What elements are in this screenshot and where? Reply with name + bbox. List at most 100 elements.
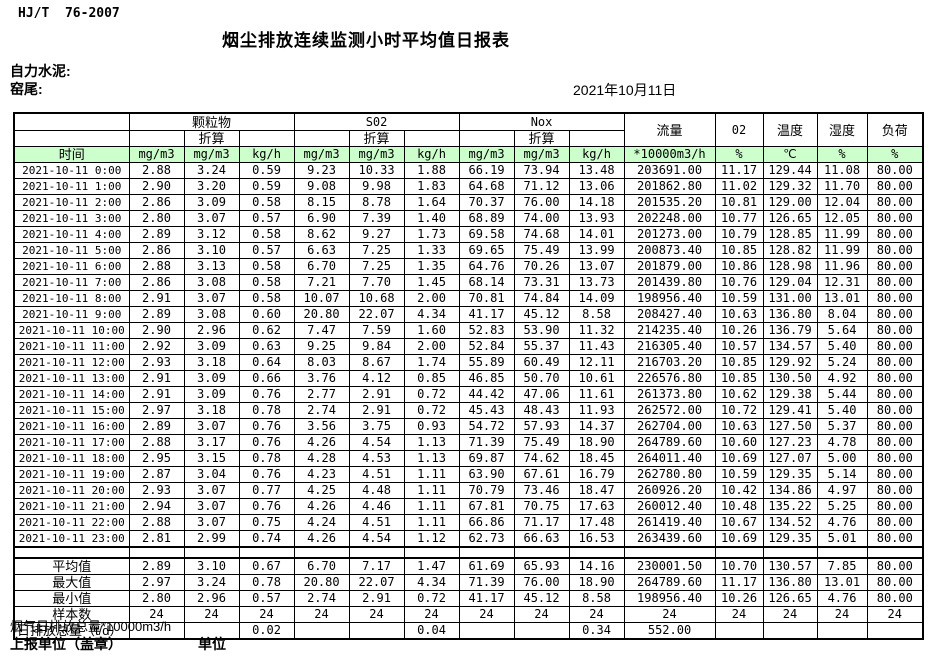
table-cell: 1.11: [403, 514, 460, 531]
table-cell: 4.23: [293, 466, 350, 483]
table-cell: 22.07: [348, 574, 405, 591]
table-cell: 2.89: [128, 557, 185, 575]
table-cell: 8.62: [293, 226, 350, 243]
table-cell: 70.81: [458, 290, 515, 307]
summary-label: 最小值: [13, 590, 130, 607]
table-cell: 8.58: [568, 306, 625, 323]
unit-cell: mg/m3: [293, 146, 350, 163]
table-cell: 127.50: [762, 418, 818, 435]
table-cell: 4.78: [816, 434, 868, 451]
table-cell: 261373.80: [623, 386, 716, 403]
summary-label: 样本数: [13, 606, 130, 623]
table-cell: 10.70: [714, 557, 764, 575]
table-cell: 80.00: [866, 354, 924, 371]
table-cell: 11.99: [816, 226, 868, 243]
table-cell: 129.92: [762, 354, 818, 371]
table-cell: 14.01: [568, 226, 625, 243]
table-cell: 80.00: [866, 530, 924, 548]
table-cell: 55.89: [458, 354, 515, 371]
table-cell: 13.01: [816, 574, 868, 591]
table-cell: 80.00: [866, 370, 924, 387]
table-cell: 52.84: [458, 338, 515, 355]
table-cell: 3.09: [183, 370, 240, 387]
table-cell: 0.85: [403, 370, 460, 387]
table-cell: 24: [714, 606, 764, 623]
table-cell: 80.00: [866, 498, 924, 515]
table-cell: 10.26: [714, 322, 764, 339]
unit-cell: kg/h: [238, 146, 295, 163]
table-cell: 67.81: [458, 498, 515, 515]
empty-cell: [513, 546, 570, 559]
table-cell: 264789.60: [623, 434, 716, 451]
table-cell: 16.79: [568, 466, 625, 483]
table-cell: 261419.40: [623, 514, 716, 531]
table-cell: 1.13: [403, 434, 460, 451]
units-header-row: 时间 mg/m3 mg/m3 kg/h mg/m3 mg/m3 kg/h mg/…: [13, 146, 924, 163]
table-cell: 66.63: [513, 530, 570, 548]
table-cell: 11.32: [568, 322, 625, 339]
table-cell: 3.24: [183, 574, 240, 591]
table-cell: 11.99: [816, 242, 868, 259]
table-cell: 2.97: [128, 402, 185, 419]
table-cell: 7.25: [348, 258, 405, 275]
table-cell: 2.91: [348, 386, 405, 403]
table-cell: 53.90: [513, 322, 570, 339]
table-cell: 552.00: [623, 622, 716, 640]
time-cell: 2021-10-11 7:00: [13, 274, 130, 291]
table-cell: 3.13: [183, 258, 240, 275]
empty-cell: [458, 546, 515, 559]
table-cell: 0.78: [238, 402, 295, 419]
table-cell: 11.43: [568, 338, 625, 355]
table-cell: 11.96: [816, 258, 868, 275]
table-cell: 0.76: [238, 498, 295, 515]
table-cell: 66.86: [458, 514, 515, 531]
table-cell: 2.91: [128, 290, 185, 307]
table-cell: 134.57: [762, 338, 818, 355]
table-cell: 10.07: [293, 290, 350, 307]
table-cell: 20.80: [293, 574, 350, 591]
table-cell: 3.08: [183, 274, 240, 291]
table-cell: 128.82: [762, 242, 818, 259]
table-cell: 3.10: [183, 557, 240, 575]
table-row: 2021-10-11 3:00 2.80 3.07 0.57 6.90 7.39 1.40 6…: [13, 210, 924, 227]
table-row: 2021-10-11 8:00 2.91 3.07 0.58 10.07 10.68 2.0…: [13, 290, 924, 307]
table-cell: 1.35: [403, 258, 460, 275]
table-cell: 24: [238, 606, 295, 623]
report-table: 颗粒物 S02 Nox 流量 02 温度 湿度 负荷 折算 折算 折算 时间 m…: [13, 112, 925, 640]
table-row: 2021-10-11 15:00 2.97 3.18 0.78 2.74 2.91 0.72…: [13, 402, 924, 419]
table-cell: 129.32: [762, 178, 818, 195]
spacer-row: [13, 546, 924, 559]
table-cell: 10.81: [714, 194, 764, 211]
table-cell: 3.07: [183, 210, 240, 227]
time-cell: 2021-10-11 2:00: [13, 194, 130, 211]
table-cell: 1.11: [403, 498, 460, 515]
table-cell: 126.65: [762, 210, 818, 227]
table-cell: 6.90: [293, 210, 350, 227]
table-cell: 130.50: [762, 370, 818, 387]
table-cell: 201879.00: [623, 258, 716, 275]
table-cell: 10.67: [714, 514, 764, 531]
time-cell: 2021-10-11 11:00: [13, 338, 130, 355]
empty-cell: [293, 546, 350, 559]
table-cell: 136.80: [762, 306, 818, 323]
table-cell: 2.96: [183, 322, 240, 339]
table-cell: 127.07: [762, 450, 818, 467]
unit-cell: %: [816, 146, 868, 163]
col-header-temperature: 温度: [762, 112, 818, 147]
table-row: 平均值 2.89 3.10 0.67 6.70 7.17 1.47 61.69 65.93 14.…: [13, 557, 924, 575]
table-cell: 2.89: [128, 226, 185, 243]
table-cell: 2.86: [128, 194, 185, 211]
table-cell: 129.00: [762, 194, 818, 211]
table-cell: 10.69: [714, 530, 764, 548]
table-cell: 80.00: [866, 258, 924, 275]
table-cell: 0.76: [238, 418, 295, 435]
table-cell: 10.57: [714, 338, 764, 355]
table-cell: 3.24: [183, 162, 240, 179]
table-cell: 3.07: [183, 498, 240, 515]
table-cell: 74.68: [513, 226, 570, 243]
table-cell: [816, 622, 868, 640]
table-cell: 13.07: [568, 258, 625, 275]
unit-cell: mg/m3: [128, 146, 185, 163]
table-cell: 1.11: [403, 466, 460, 483]
table-cell: 10.72: [714, 402, 764, 419]
